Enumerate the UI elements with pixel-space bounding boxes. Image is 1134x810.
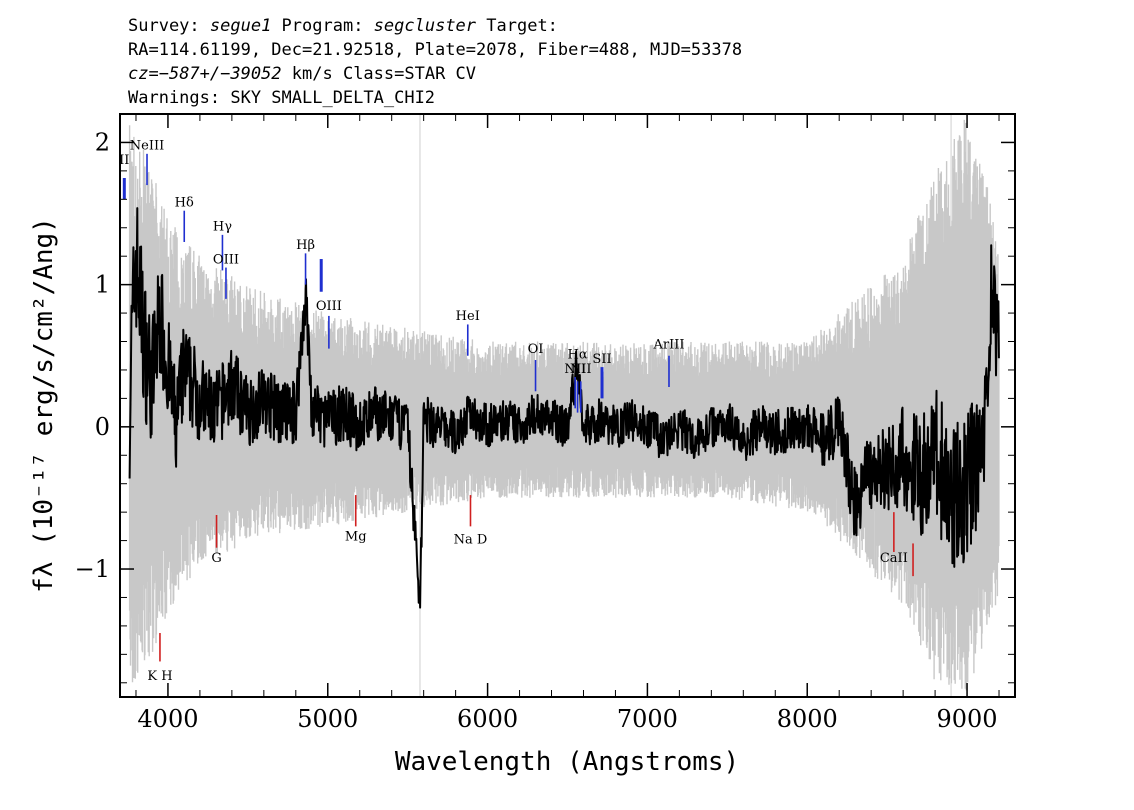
x-tick-label: 9000	[937, 705, 998, 733]
x-tick-label: 7000	[617, 705, 678, 733]
flux-line-layer	[128, 207, 1000, 609]
header-line-2: RA=114.61199, Dec=21.92518, Plate=2078, …	[128, 40, 742, 60]
absorption-line-label: Na D	[454, 532, 488, 547]
emission-line-label: II	[119, 153, 129, 168]
absorption-line-label: G	[211, 551, 221, 566]
header-cz-value: −587+/−39052	[159, 64, 282, 84]
header-line-1: Survey: segue1 Program: segcluster Targe…	[128, 16, 558, 36]
absorption-line-label: K H	[147, 669, 172, 684]
header-line-4: Warnings: SKY SMALL_DELTA_CHI2	[128, 88, 435, 108]
header-program-label: Program:	[271, 16, 373, 36]
header-target-label: Target:	[476, 16, 558, 36]
x-tick-label: 4000	[137, 705, 198, 733]
tick-layer: 4000 5000 6000 7000 8000 9000 −1 0 1 2	[75, 113, 1015, 733]
emission-line-label: ArIII	[652, 338, 684, 353]
y-tick-label: 1	[95, 271, 110, 299]
emission-line-label: NII	[564, 362, 586, 377]
plot-frame	[119, 113, 1016, 698]
emission-line-label: OIII	[213, 252, 239, 267]
header-survey-value: segue1	[210, 16, 271, 36]
emission-line-label: Hγ	[213, 220, 232, 235]
emission-line-label: Hβ	[296, 238, 315, 253]
absorption-line-label: CaII	[880, 551, 908, 566]
x-tick-label: 6000	[457, 705, 518, 733]
plot-area: IINeIIIHδHγOIIIHβOIIIHeIOINIIHαNIISIIArI…	[119, 114, 1000, 697]
header-survey-label: Survey:	[128, 16, 210, 36]
header-line-3: cz=−587+/−39052 km/s Class=STAR CV	[128, 64, 476, 84]
emission-line-label: HeI	[456, 309, 480, 324]
y-tick-label: 0	[95, 413, 110, 441]
x-axis-title: Wavelength (Angstroms)	[395, 747, 739, 777]
y-tick-label: 2	[95, 128, 110, 156]
emission-line-label: OI	[528, 342, 544, 357]
emission-line-label: OIII	[316, 299, 342, 314]
y-axis-title: fλ (10⁻¹⁷ erg/s/cm²/Ang)	[29, 217, 59, 593]
emission-line-label: NeIII	[130, 139, 164, 154]
emission-line-label: SII	[592, 352, 611, 367]
emission-line-label: Hδ	[175, 195, 194, 210]
x-tick-label: 5000	[297, 705, 358, 733]
x-tick-label: 8000	[777, 705, 838, 733]
y-tick-label: −1	[75, 555, 110, 583]
flux-line	[128, 207, 1000, 609]
emission-line-label: NII	[570, 362, 592, 377]
header-program-value: segcluster	[374, 16, 477, 36]
absorption-line-label: Mg	[345, 530, 367, 545]
header-class: km/s Class=STAR CV	[282, 64, 476, 84]
header-cz-label: cz=	[128, 64, 159, 84]
emission-line-label: Hα	[568, 348, 588, 363]
line-marker-layer: IINeIIIHδHγOIIIHβOIIIHeIOINIIHαNIISIIArI…	[119, 139, 914, 684]
